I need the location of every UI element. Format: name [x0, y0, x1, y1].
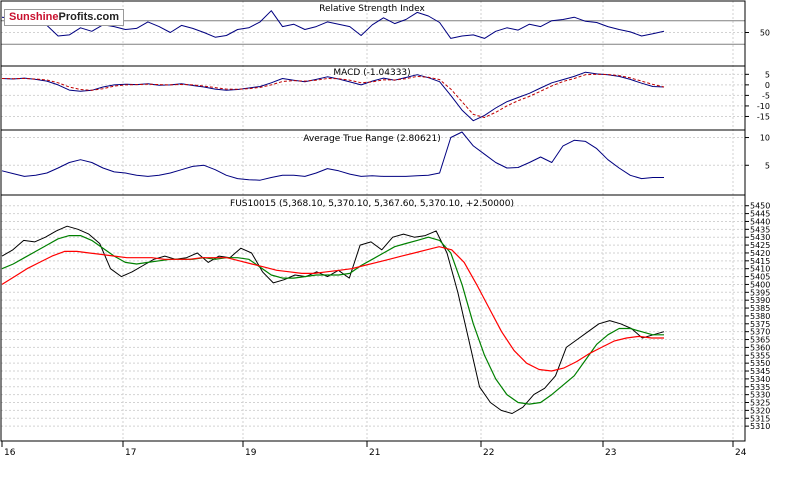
y-tick-label: 5320	[750, 406, 770, 415]
y-tick-label: 5385	[750, 304, 770, 313]
y-tick-label: 5315	[750, 414, 770, 423]
y-tick-label: 5350	[750, 359, 770, 368]
x-tick-label: 19	[245, 448, 257, 458]
series-line	[1, 235, 664, 405]
series-line	[1, 131, 664, 181]
pane-title: FUS10015 (5,368.10, 5,370.10, 5,367.60, …	[230, 199, 514, 209]
y-tick-label: 5370	[750, 328, 770, 337]
series-line	[1, 246, 664, 372]
y-tick-label: 5390	[750, 296, 770, 305]
y-tick-label: 5410	[750, 265, 770, 274]
y-tick-label: 5325	[750, 399, 770, 408]
y-tick-label: -15	[757, 112, 770, 121]
y-tick-label: 5380	[750, 312, 770, 321]
y-tick-label: 5395	[750, 288, 770, 297]
brand-logo-part1: Sunshine	[9, 11, 59, 23]
y-tick-label: 5435	[750, 225, 770, 234]
x-tick-label: 24	[735, 448, 747, 458]
x-tick-label: 23	[605, 448, 616, 458]
y-tick-label: 5365	[750, 336, 770, 345]
y-tick-label: 5420	[750, 249, 770, 258]
series-line	[1, 225, 665, 414]
pane-title: MACD (-1.04333)	[333, 68, 410, 78]
series-line	[1, 73, 665, 118]
y-tick-label: -10	[757, 102, 770, 111]
y-tick-label: 5425	[750, 241, 770, 250]
y-tick-label: 5405	[750, 273, 770, 282]
x-tick-label: 22	[483, 448, 494, 458]
y-tick-label: 5	[765, 161, 770, 170]
pane-title: Relative Strength Index	[319, 4, 425, 14]
brand-logo-part2: Profits.com	[58, 11, 120, 23]
y-tick-label: 5355	[750, 351, 770, 360]
y-tick-label: 5330	[750, 391, 770, 400]
y-tick-label: 5415	[750, 257, 770, 266]
y-tick-label: 10	[760, 134, 770, 143]
y-tick-label: 50	[760, 29, 770, 38]
y-tick-label: 5445	[750, 210, 770, 219]
y-tick-label: 5450	[750, 202, 770, 211]
y-tick-label: -5	[762, 91, 770, 100]
y-tick-label: 5375	[750, 320, 770, 329]
series-line	[1, 71, 665, 122]
y-tick-label: 5	[765, 70, 770, 79]
pane-title: Average True Range (2.80621)	[303, 134, 440, 144]
x-tick-label: 16	[4, 448, 16, 458]
y-tick-label: 5430	[750, 233, 770, 242]
series-line	[1, 10, 665, 39]
x-tick-label: 21	[369, 448, 380, 458]
y-tick-label: 5400	[750, 280, 770, 289]
y-tick-label: 5345	[750, 367, 770, 376]
y-tick-label: 5360	[750, 343, 770, 352]
y-tick-label: 0	[765, 81, 770, 90]
y-tick-label: 5340	[750, 375, 770, 384]
brand-logo: SunshineProfits.com	[4, 9, 125, 26]
y-tick-label: 5310	[750, 422, 770, 431]
x-tick-label: 17	[125, 448, 136, 458]
y-tick-label: 5440	[750, 217, 770, 226]
y-tick-label: 5335	[750, 383, 770, 392]
